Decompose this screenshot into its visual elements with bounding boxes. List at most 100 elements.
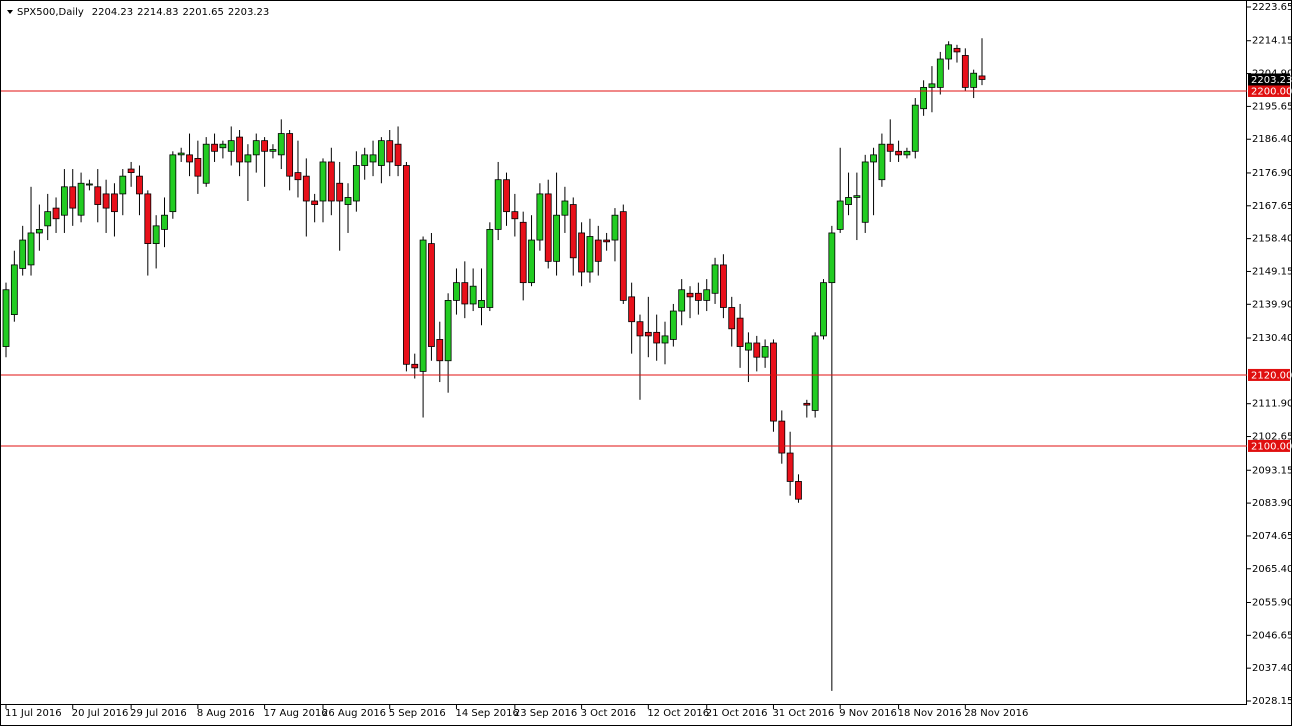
candle-body: [870, 154, 877, 163]
y-tick-label: 2055.90: [1252, 597, 1292, 608]
candle-body: [720, 264, 727, 308]
candle-body: [436, 339, 444, 362]
candle-body: [319, 161, 327, 202]
candle-body: [961, 55, 969, 88]
candle-body: [845, 197, 852, 205]
candle-body: [169, 154, 177, 213]
candle-body: [19, 239, 27, 269]
y-tick-label: 2102.65: [1252, 432, 1292, 443]
header-close: 2203.23: [228, 7, 269, 18]
candle-body: [978, 75, 986, 80]
candle-body: [811, 335, 819, 411]
candle-body: [653, 331, 661, 344]
candle-body: [736, 317, 744, 347]
candle-body: [836, 200, 844, 230]
candle-body: [311, 200, 319, 205]
candle-body: [277, 133, 285, 156]
x-tick-label: 29 Jul 2016: [130, 708, 187, 719]
x-tick-label: 12 Oct 2016: [647, 708, 709, 719]
candle-body: [886, 143, 894, 152]
candle-body: [828, 232, 836, 284]
x-tick-label: 31 Oct 2016: [772, 708, 834, 719]
candle-body: [753, 342, 761, 358]
candle-body: [219, 143, 227, 149]
price-label: 2203.23: [1251, 75, 1292, 86]
candle-body: [369, 154, 377, 163]
candle-body: [928, 83, 936, 88]
x-tick-label: 21 Oct 2016: [706, 708, 768, 719]
candle-body: [136, 175, 143, 195]
y-tick-label: 2083.90: [1252, 498, 1292, 509]
candle-body: [202, 143, 210, 184]
candle-body: [444, 299, 452, 362]
candle-body: [327, 161, 335, 202]
x-tick-label: 20 Jul 2016: [72, 708, 129, 719]
candle-body: [778, 420, 786, 454]
candle-body: [569, 204, 577, 259]
candle-body: [503, 179, 510, 213]
candle-body: [102, 193, 110, 209]
candle-body: [920, 87, 928, 110]
candle-body: [853, 195, 861, 198]
candle-body: [144, 193, 152, 244]
chart-title: SPX500,Daily: [17, 7, 84, 18]
candle-body: [10, 264, 18, 315]
candle-body: [294, 172, 302, 181]
y-tick-label: 2139.90: [1252, 299, 1292, 310]
header-open: 2204.23: [92, 7, 133, 18]
candle-body: [152, 225, 160, 244]
candle-body: [27, 232, 35, 266]
candle-body: [186, 154, 193, 163]
candle-body: [111, 193, 118, 213]
candle-body: [820, 282, 827, 337]
candle-body: [636, 321, 644, 337]
y-tick-label: 2130.40: [1252, 333, 1292, 344]
candle-body: [252, 140, 260, 156]
candle-body: [352, 165, 360, 202]
level-label-box: [1248, 84, 1290, 97]
candle-body: [2, 289, 10, 347]
x-tick-label: 17 Aug 2016: [264, 708, 328, 719]
y-tick-label: 2149.15: [1252, 266, 1292, 277]
candle-body: [878, 143, 886, 181]
y-tick-label: 2223.65: [1252, 2, 1292, 13]
x-tick-label: 11 Jul 2016: [5, 708, 62, 719]
candle-body: [386, 140, 394, 163]
candle-body: [970, 72, 978, 88]
menu-triangle: [7, 10, 13, 14]
candle-body: [244, 154, 252, 163]
y-tick-label: 2167.65: [1252, 201, 1292, 212]
y-tick-label: 2111.90: [1252, 399, 1292, 410]
candle-body: [903, 150, 911, 156]
level-label: 2100.00: [1251, 441, 1292, 452]
candle-body: [711, 264, 719, 294]
y-tick-label: 2186.40: [1252, 134, 1292, 145]
candle-body: [594, 239, 602, 262]
candle-body: [669, 310, 677, 340]
candle-body: [486, 228, 494, 308]
candle-body: [686, 292, 694, 298]
y-tick-label: 2065.40: [1252, 564, 1292, 575]
candle-body: [428, 243, 435, 347]
y-tick-label: 2214.15: [1252, 36, 1292, 47]
candle-body: [302, 175, 310, 202]
candle-body: [611, 214, 619, 241]
candle-body: [895, 150, 902, 156]
candle-body: [770, 342, 777, 422]
candle-body: [394, 143, 402, 166]
candle-body: [619, 211, 627, 301]
candle-body: [911, 104, 919, 152]
x-tick-label: 14 Sep 2016: [455, 708, 518, 719]
candle-body: [377, 140, 385, 166]
y-tick-label: 2093.15: [1252, 465, 1292, 476]
header-low: 2201.65: [183, 7, 224, 18]
price-label-box: [1248, 73, 1290, 86]
candle-body: [361, 154, 369, 166]
candle-body: [603, 239, 611, 243]
candle-body: [528, 239, 535, 284]
candle-body: [553, 214, 560, 262]
candle-body: [77, 182, 85, 216]
level-label: 2200.00: [1251, 86, 1292, 97]
candle-body: [419, 239, 427, 372]
header-high: 2214.83: [137, 7, 178, 18]
